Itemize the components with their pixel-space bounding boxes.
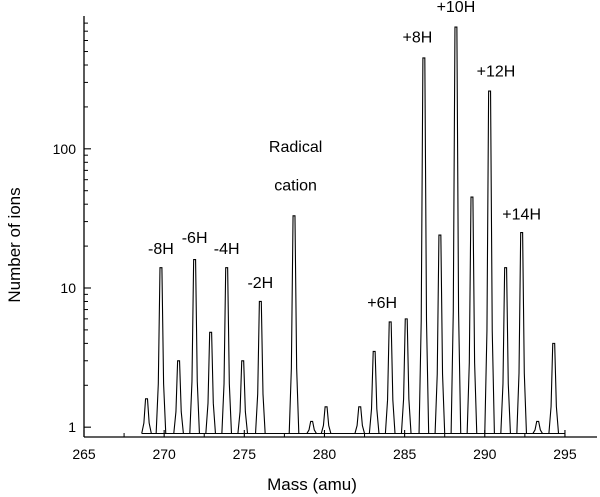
peak (516, 232, 528, 434)
x-tick-label: 270 (152, 446, 176, 462)
x-axis-label: Mass (amu) (267, 475, 357, 494)
peak-annotation: +6H (367, 295, 397, 312)
peak-annotation: +12H (477, 64, 516, 81)
axis-ticks: 265 270 275 280 285 290 295 1 10 100 (53, 22, 577, 462)
peak (500, 267, 511, 434)
x-tick-label: 290 (473, 446, 497, 462)
x-tick-label: 285 (393, 446, 417, 462)
peak (306, 420, 317, 434)
peak (205, 331, 217, 434)
peak-annotations: -8H -6H -4H -2H Radical cation +6H +8H+10H +12H +… (148, 0, 541, 312)
peak (434, 234, 446, 434)
peak (237, 360, 249, 434)
peak (155, 267, 167, 434)
peak (173, 360, 184, 434)
peak-annotation: -4H (214, 241, 240, 258)
peak-annotation: cation (274, 178, 317, 195)
peak (288, 215, 300, 434)
peak (532, 420, 543, 434)
peak (400, 318, 412, 434)
x-tick-label: 280 (313, 446, 337, 462)
y-tick-label: 100 (53, 141, 77, 157)
peak (484, 90, 495, 434)
peak (418, 57, 430, 434)
peak (354, 406, 366, 434)
peak-annotation: +8H (403, 30, 433, 47)
peak (320, 406, 332, 434)
peak (466, 196, 478, 434)
x-tick-label: 275 (233, 446, 257, 462)
peak (141, 398, 152, 434)
peak (368, 350, 380, 434)
peak-series (141, 26, 565, 435)
x-tick-label: 265 (72, 446, 96, 462)
peak (189, 259, 200, 434)
peak (221, 267, 233, 434)
peak-annotation: Radical (269, 139, 322, 156)
peak-annotation: -6H (182, 230, 208, 247)
peak (384, 321, 396, 434)
peak (548, 342, 560, 434)
x-tick-label: 295 (553, 446, 577, 462)
y-axis-label: Number of ions (5, 187, 24, 302)
y-tick-label: 10 (60, 280, 76, 296)
axes (83, 16, 597, 438)
peak-annotation: -2H (247, 275, 273, 292)
peak-annotation: +10H (437, 0, 476, 16)
peak-annotation: +14H (502, 207, 541, 224)
peak (254, 300, 266, 434)
peak (450, 26, 462, 434)
peak-annotation: -8H (148, 241, 174, 258)
y-tick-label: 1 (68, 419, 76, 435)
